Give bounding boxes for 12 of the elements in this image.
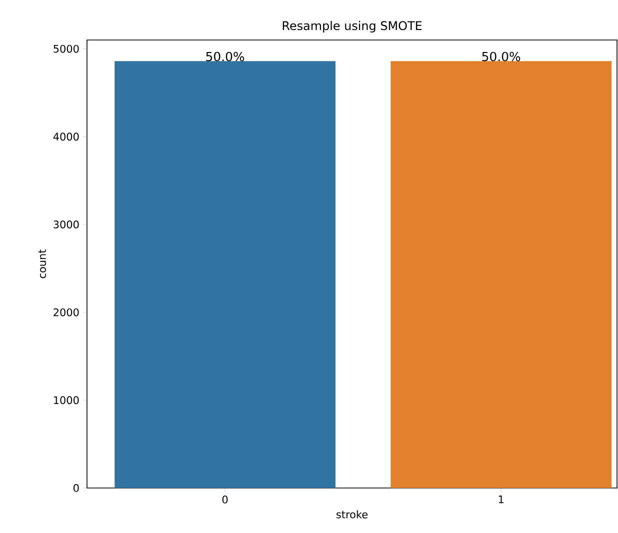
y-tick-label: 5000 (54, 44, 79, 53)
chart-title: Resample using SMOTE (282, 20, 422, 32)
x-axis-title: stroke (336, 510, 368, 518)
y-tick-label: 1000 (54, 396, 79, 404)
y-tick-label: 2000 (54, 308, 79, 316)
y-tick-label: 0 (74, 484, 79, 492)
y-axis-title: count (38, 249, 46, 278)
annotation: 50.0% (206, 52, 244, 62)
y-tick-label: 3000 (54, 220, 79, 228)
annotation: 50.0% (482, 52, 520, 62)
y-tick-label: 4000 (53, 132, 79, 141)
x-tick-label: 1 (498, 496, 504, 504)
